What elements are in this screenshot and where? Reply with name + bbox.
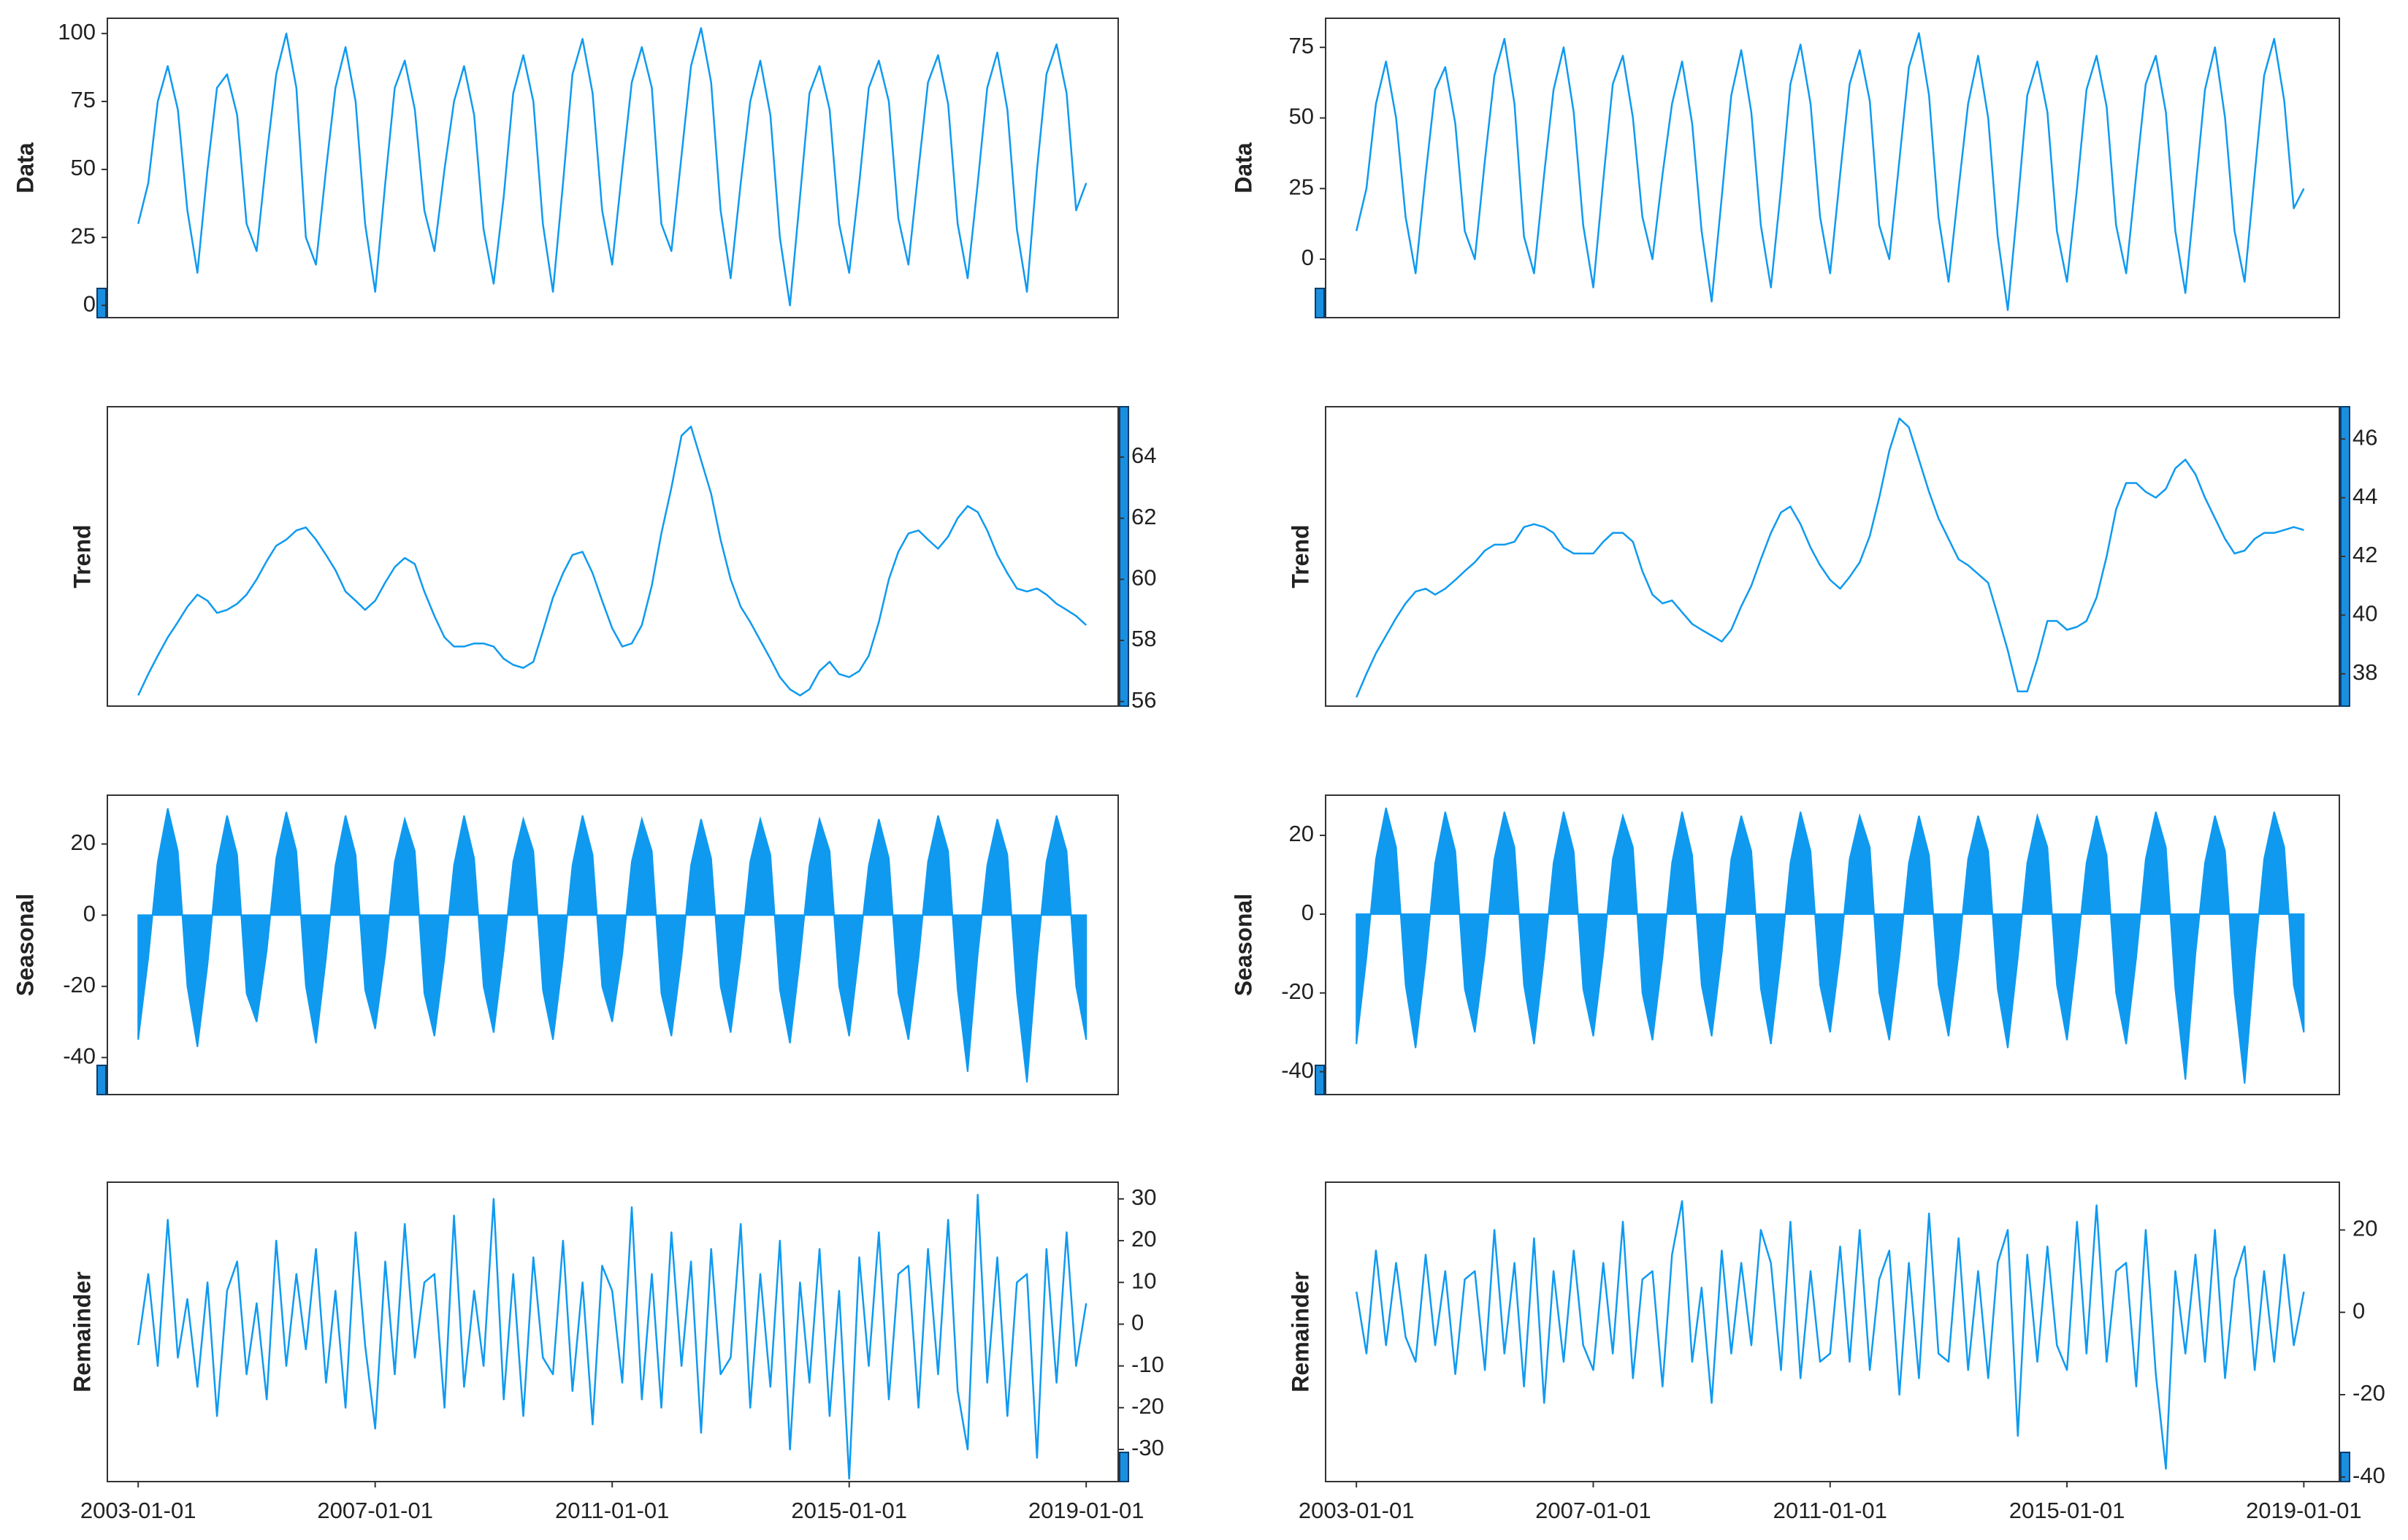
y-tick-label: 44 bbox=[2352, 483, 2377, 509]
y-axis-title: Remainder bbox=[1287, 1271, 1313, 1392]
y-axis-title: Seasonal bbox=[1230, 894, 1256, 997]
x-tick-label: 2019-01-01 bbox=[1028, 1498, 1144, 1523]
y-tick-label: -40 bbox=[63, 1043, 96, 1068]
y-tick-label: 25 bbox=[1289, 174, 1314, 199]
axis-marker bbox=[1315, 1065, 1325, 1095]
x-tick-label: 2015-01-01 bbox=[2009, 1498, 2125, 1523]
y-axis-title: Trend bbox=[1287, 524, 1313, 588]
axis-marker bbox=[1119, 1452, 1129, 1482]
y-tick-label: -20 bbox=[1281, 978, 1314, 1004]
y-tick-label: 30 bbox=[1131, 1184, 1156, 1210]
y-tick-label: -20 bbox=[1131, 1393, 1164, 1419]
y-tick-label: -20 bbox=[2352, 1380, 2385, 1406]
y-tick-label: 0 bbox=[1131, 1310, 1144, 1336]
y-tick-label: 0 bbox=[83, 900, 96, 926]
y-axis-title: Trend bbox=[69, 524, 95, 588]
y-tick-label: 46 bbox=[2352, 424, 2377, 450]
axis-marker bbox=[1119, 406, 1129, 707]
y-tick-label: 50 bbox=[1289, 104, 1314, 129]
y-tick-label: -30 bbox=[1131, 1435, 1164, 1460]
series-line bbox=[137, 425, 1088, 697]
panel-frame bbox=[1325, 406, 2340, 707]
series-area bbox=[137, 808, 1088, 1083]
x-tick-label: 2003-01-01 bbox=[1299, 1498, 1415, 1523]
axis-marker bbox=[1315, 288, 1325, 318]
series-line bbox=[137, 1193, 1088, 1480]
y-axis-title: Seasonal bbox=[12, 894, 38, 997]
series-line bbox=[1355, 32, 2305, 311]
y-tick-label: 0 bbox=[1302, 900, 1314, 925]
y-axis-title: Remainder bbox=[69, 1271, 95, 1392]
y-tick-label: 0 bbox=[1302, 245, 1314, 270]
y-tick-label: 64 bbox=[1131, 443, 1156, 468]
y-axis-title: Data bbox=[1230, 142, 1256, 194]
y-tick-label: 58 bbox=[1131, 626, 1156, 651]
y-tick-label: 38 bbox=[2352, 659, 2377, 685]
axis-marker bbox=[96, 288, 107, 318]
y-tick-label: -20 bbox=[63, 972, 96, 997]
x-tick-label: 2011-01-01 bbox=[1773, 1498, 1887, 1523]
y-tick-label: 40 bbox=[2352, 601, 2377, 627]
y-tick-label: 20 bbox=[2352, 1216, 2377, 1241]
panel-frame bbox=[107, 406, 1119, 707]
x-tick-label: 2015-01-01 bbox=[791, 1498, 907, 1523]
series-line bbox=[137, 27, 1088, 307]
panel-frame bbox=[107, 18, 1119, 318]
y-tick-label: 20 bbox=[1131, 1226, 1156, 1252]
y-tick-label: 0 bbox=[83, 291, 96, 316]
panel-frame bbox=[1325, 18, 2340, 318]
axis-marker bbox=[96, 1065, 107, 1095]
y-tick-label: 10 bbox=[1131, 1268, 1156, 1293]
x-tick-label: 2011-01-01 bbox=[555, 1498, 669, 1523]
y-tick-label: 56 bbox=[1131, 687, 1156, 713]
y-tick-label: 60 bbox=[1131, 565, 1156, 591]
y-tick-label: 0 bbox=[2352, 1298, 2365, 1323]
panel-frame bbox=[1325, 1181, 2340, 1482]
y-tick-label: 100 bbox=[58, 19, 96, 45]
panel-frame bbox=[1325, 794, 2340, 1095]
y-tick-label: -40 bbox=[1281, 1057, 1314, 1083]
x-tick-label: 2003-01-01 bbox=[80, 1498, 196, 1523]
y-tick-label: 75 bbox=[1289, 33, 1314, 58]
y-axis-title: Data bbox=[12, 142, 38, 194]
y-tick-label: 25 bbox=[71, 223, 96, 248]
y-tick-label: 50 bbox=[71, 155, 96, 180]
y-tick-label: -10 bbox=[1131, 1352, 1164, 1377]
x-tick-label: 2007-01-01 bbox=[1535, 1498, 1651, 1523]
y-tick-label: -40 bbox=[2352, 1463, 2385, 1488]
y-tick-label: 20 bbox=[71, 830, 96, 855]
panel-frame bbox=[107, 794, 1119, 1095]
x-tick-label: 2019-01-01 bbox=[2246, 1498, 2362, 1523]
y-tick-label: 42 bbox=[2352, 542, 2377, 567]
y-tick-label: 20 bbox=[1289, 821, 1314, 846]
x-tick-label: 2007-01-01 bbox=[317, 1498, 433, 1523]
y-tick-label: 62 bbox=[1131, 504, 1156, 529]
axis-marker bbox=[2340, 1452, 2350, 1482]
y-tick-label: 75 bbox=[71, 87, 96, 112]
series-line bbox=[1355, 1200, 2305, 1470]
series-area bbox=[1356, 808, 2305, 1084]
series-line bbox=[1356, 417, 2304, 698]
